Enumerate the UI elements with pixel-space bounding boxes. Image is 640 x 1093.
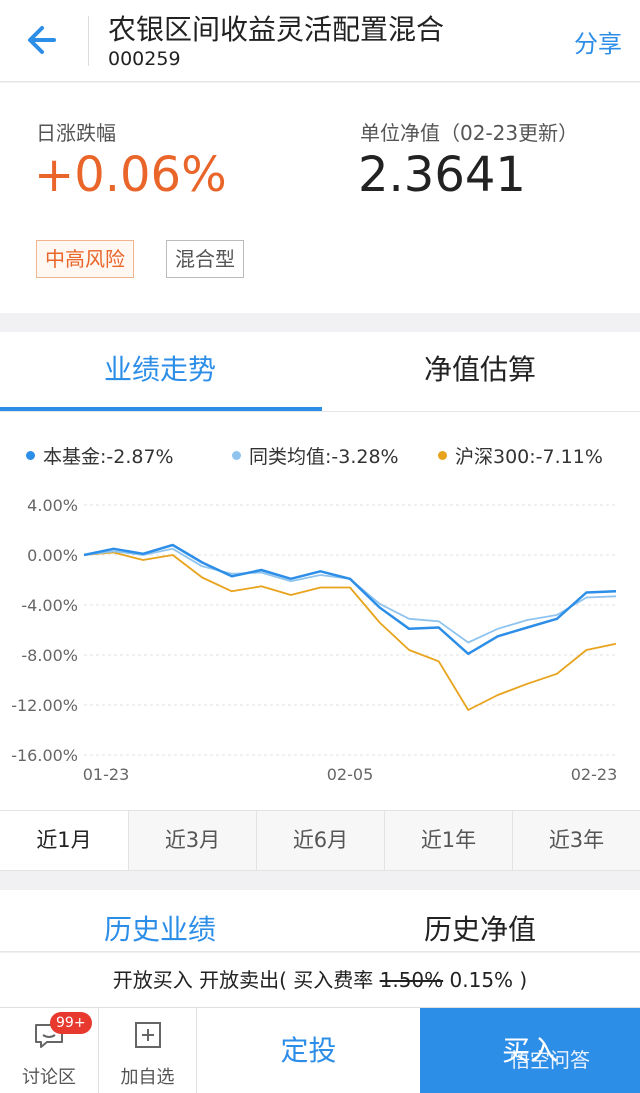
nav-value: 2.3641 — [358, 147, 526, 203]
header-divider — [88, 16, 89, 66]
x-tick-label: 02-23 — [571, 765, 618, 784]
series-line-peer-average — [83, 547, 617, 644]
daily-change-value: +0.06% — [34, 147, 227, 203]
risk-tag: 中高风险 — [36, 240, 134, 278]
history-tabs: 历史业绩 历史净值 — [0, 890, 640, 952]
new-fee-rate: 0.15% ) — [443, 968, 528, 992]
x-tick-label: 01-23 — [83, 765, 130, 784]
legend-item-index: 沪深300:-7.11% — [438, 442, 603, 469]
period-1y[interactable]: 近1年 — [384, 811, 512, 870]
tab-history-performance[interactable]: 历史业绩 — [103, 913, 216, 946]
tab-nav-estimate[interactable]: 净值估算 — [423, 353, 536, 386]
legend-label-peer: 同类均值:-3.28% — [249, 446, 399, 468]
forum-label: 讨论区 — [22, 1067, 76, 1088]
legend-item-peer: 同类均值:-3.28% — [232, 442, 399, 469]
bottom-action-bar: 99+ 讨论区 加自选 定投 买入 — [0, 1007, 640, 1093]
add-watchlist-button[interactable]: 加自选 — [98, 1008, 196, 1093]
performance-chart: 本基金:-2.87% 同类均值:-3.28% 沪深300:-7.11% 4.00… — [0, 412, 640, 810]
fund-type-tag: 混合型 — [166, 240, 244, 278]
period-1m[interactable]: 近1月 — [0, 811, 128, 870]
back-arrow-icon[interactable] — [24, 22, 64, 58]
y-tick-label: -4.00% — [21, 596, 78, 615]
y-tick-label: -12.00% — [11, 696, 78, 715]
forum-badge: 99+ — [50, 1012, 92, 1034]
series-line-csi300 — [83, 551, 617, 711]
sip-button[interactable]: 定投 — [196, 1008, 420, 1093]
chart-canvas: 4.00% 0.00% -4.00% -8.00% -12.00% -16.00% 01-2… — [11, 496, 618, 784]
legend-dot-fund — [26, 451, 35, 460]
header-bar: 农银区间收益灵活配置混合 000259 分享 — [0, 0, 640, 82]
tab-performance[interactable]: 业绩走势 — [103, 353, 216, 386]
legend-label-index: 沪深300:-7.11% — [455, 446, 603, 468]
old-fee-rate: 1.50% — [379, 968, 444, 992]
x-tick-label: 02-05 — [327, 765, 374, 784]
fund-summary: 日涨跌幅 +0.06% 单位净值（02-23更新） 2.3641 中高风险 混合… — [0, 83, 640, 313]
watermark-text: 悟空问答 — [510, 1048, 590, 1072]
active-tab-indicator — [0, 407, 322, 411]
add-square-icon — [135, 1022, 161, 1048]
daily-change-label: 日涨跌幅 — [36, 121, 116, 145]
chart-tabs: 业绩走势 净值估算 — [0, 332, 640, 412]
tab-history-nav[interactable]: 历史净值 — [423, 913, 536, 946]
period-6m[interactable]: 近6月 — [256, 811, 384, 870]
y-tick-label: -8.00% — [21, 646, 78, 665]
y-tick-label: -16.00% — [11, 746, 78, 765]
legend-label-fund: 本基金:-2.87% — [43, 446, 174, 468]
period-3m[interactable]: 近3月 — [128, 811, 256, 870]
y-tick-label: 4.00% — [27, 496, 78, 515]
legend-item-fund: 本基金:-2.87% — [26, 442, 174, 469]
nav-label: 单位净值（02-23更新） — [360, 121, 579, 145]
fund-title: 农银区间收益灵活配置混合 — [108, 13, 445, 46]
share-button[interactable]: 分享 — [574, 30, 622, 58]
buy-button[interactable]: 买入 — [420, 1008, 640, 1093]
trade-status-notice: 开放买入 开放卖出( 买入费率 1.50% 0.15% ) — [0, 953, 640, 1007]
fund-code: 000259 — [108, 48, 181, 70]
y-tick-label: 0.00% — [27, 546, 78, 565]
period-selector: 近1月 近3月 近6月 近1年 近3年 — [0, 810, 640, 871]
forum-button[interactable]: 99+ 讨论区 — [0, 1008, 98, 1093]
add-watchlist-label: 加自选 — [120, 1067, 175, 1088]
series-line-fund — [83, 543, 617, 656]
legend-dot-peer — [232, 451, 241, 460]
legend-dot-index — [438, 451, 447, 460]
period-3y[interactable]: 近3年 — [512, 811, 640, 870]
notice-prefix: 开放买入 开放卖出( 买入费率 — [112, 968, 380, 992]
